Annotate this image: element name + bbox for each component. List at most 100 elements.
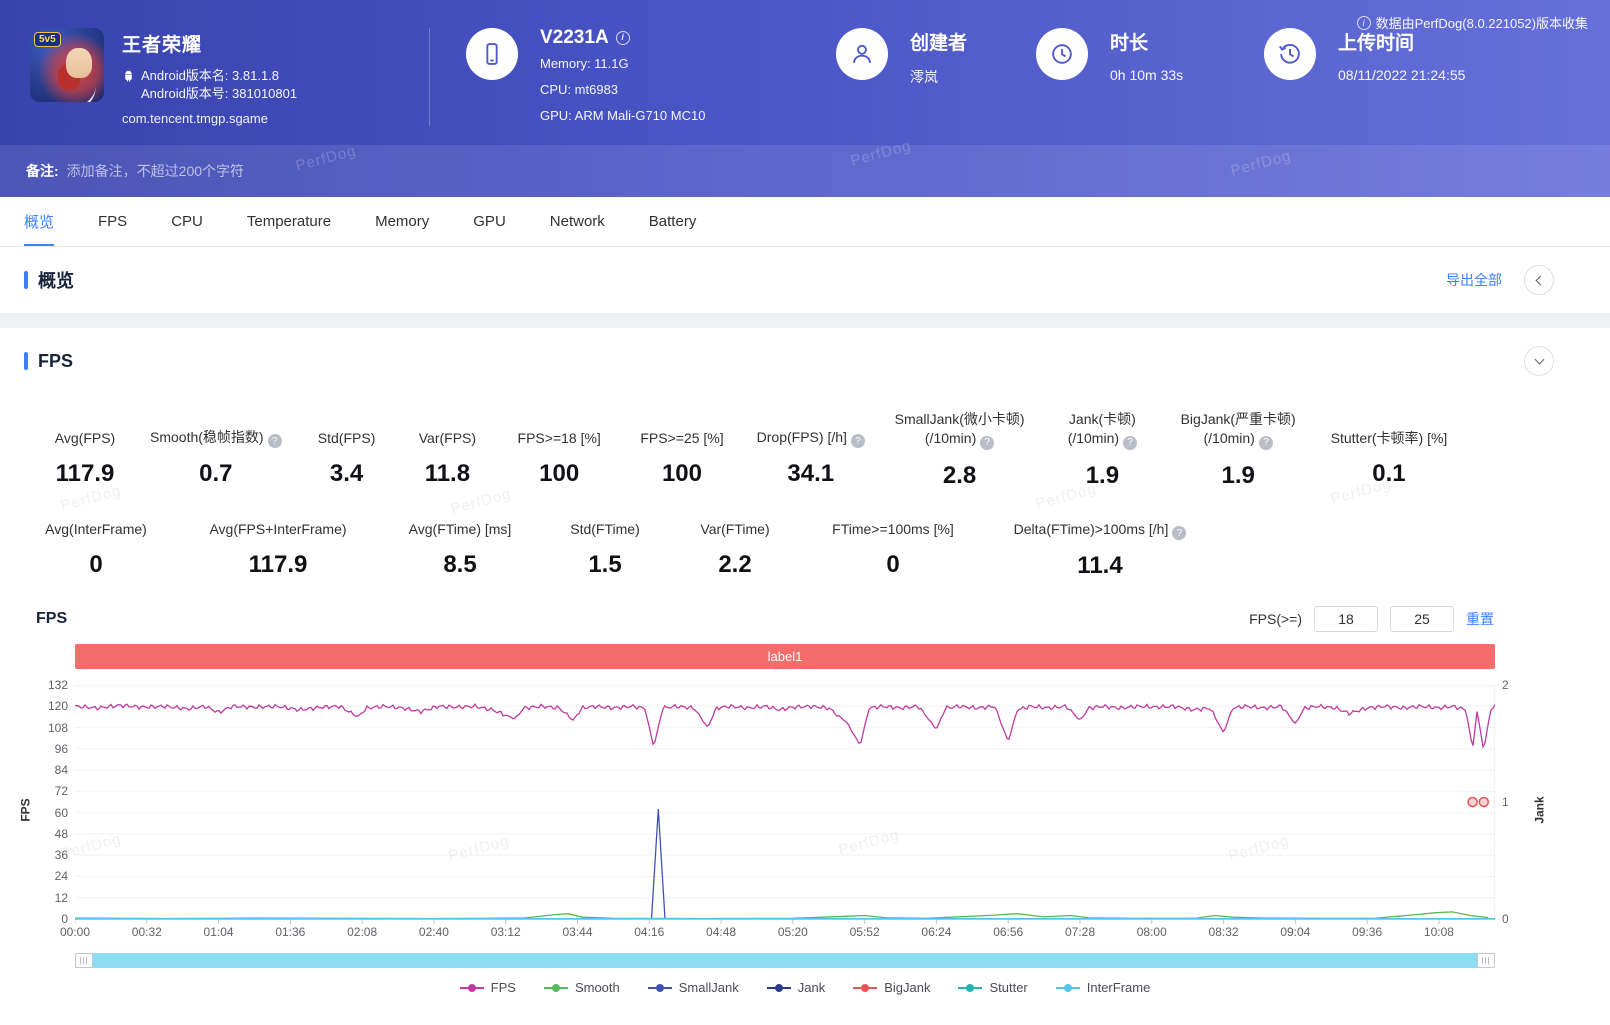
- remark-input[interactable]: 备注: 添加备注，不超过200个字符: [0, 145, 1610, 197]
- legend-label: InterFrame: [1087, 980, 1151, 995]
- game-icon-badge: 5v5: [34, 32, 61, 47]
- y-tick-left: 108: [28, 721, 68, 735]
- perfdog-report-page: i 数据由PerfDog(8.0.221052)版本收集 5v5 王者荣耀: [0, 0, 1610, 1025]
- person-icon: [836, 28, 888, 80]
- metric-var-fps: Var(FPS)11.8: [402, 410, 492, 490]
- metric-value: 0: [824, 551, 962, 579]
- metric-label: Std(FPS): [302, 410, 392, 448]
- tab-Network[interactable]: Network: [550, 197, 605, 246]
- game-icon: 5v5: [30, 28, 104, 102]
- tab-Battery[interactable]: Battery: [649, 197, 697, 246]
- x-tick-label: 01:04: [204, 925, 234, 939]
- metric-label: Avg(FPS): [40, 410, 130, 448]
- fps-metrics-row-1: Avg(FPS)117.9Smooth(稳帧指数)?0.7Std(FPS)3.4…: [0, 410, 1610, 490]
- metric-value: 3.4: [302, 460, 392, 488]
- legend-item-Jank[interactable]: Jank: [767, 980, 825, 995]
- device-block: V2231A i Memory: 11.1G CPU: mt6983 GPU: …: [466, 28, 796, 125]
- x-tick-label: 09:36: [1352, 925, 1382, 939]
- upload-block: 上传时间 08/11/2022 21:24:55: [1264, 28, 1554, 83]
- scrollbar-handle-right[interactable]: |||: [1477, 953, 1495, 968]
- metric-var-ftime: Var(FTime)2.2: [694, 520, 776, 581]
- metric-value: 0: [40, 551, 152, 579]
- y-tick-left: 84: [28, 763, 68, 777]
- metric-value: 11.4: [1010, 552, 1190, 580]
- help-icon[interactable]: ?: [268, 434, 282, 448]
- legend-item-InterFrame[interactable]: InterFrame: [1056, 980, 1151, 995]
- android-icon: [122, 69, 135, 103]
- chart-legend: FPS Smooth SmallJank Jank BigJank Stutter Inte…: [0, 980, 1610, 995]
- y-tick-left: 36: [28, 848, 68, 862]
- help-icon[interactable]: ?: [1123, 436, 1137, 450]
- fps-threshold-high-input[interactable]: [1390, 606, 1454, 632]
- metric-std-fps: Std(FPS) 3.4: [302, 410, 392, 490]
- tab-概览[interactable]: 概览: [24, 197, 54, 246]
- collapse-panel-button[interactable]: [1524, 265, 1554, 295]
- metric-drop-fps: Drop(FPS) [/h]?34.1: [749, 410, 873, 490]
- x-tick-label: 04:48: [706, 925, 736, 939]
- fps-metrics-row-2: Avg(InterFrame)0Avg(FPS+InterFrame)117.9…: [0, 520, 1610, 581]
- help-icon[interactable]: ?: [851, 434, 865, 448]
- legend-item-Stutter[interactable]: Stutter: [958, 980, 1027, 995]
- help-icon[interactable]: ?: [980, 436, 994, 450]
- game-block: 5v5 王者荣耀 Android版本名: 3.81.1.8 Android版本号…: [30, 28, 430, 126]
- x-tick-label: 00:00: [60, 925, 90, 939]
- reset-link[interactable]: 重置: [1466, 609, 1494, 629]
- game-info: 王者荣耀 Android版本名: 3.81.1.8 Android版本号: 38…: [122, 28, 297, 126]
- fps-collapse-button[interactable]: [1524, 346, 1554, 376]
- fps-threshold-low-input[interactable]: [1314, 606, 1378, 632]
- legend-item-SmallJank[interactable]: SmallJank: [648, 980, 739, 995]
- series-line-SmallJank: [652, 809, 666, 919]
- legend-label: Smooth: [575, 980, 620, 995]
- help-icon[interactable]: ?: [1172, 526, 1186, 540]
- metric-delta-ftime: Delta(FTime)>100ms [/h]?11.4: [1010, 520, 1190, 581]
- tab-FPS[interactable]: FPS: [98, 197, 127, 246]
- y-tick-right: 2: [1502, 678, 1509, 692]
- help-icon[interactable]: ?: [1259, 436, 1273, 450]
- info-icon: i: [1357, 16, 1371, 30]
- metric-value: 11.8: [402, 460, 492, 488]
- legend-label: Jank: [798, 980, 825, 995]
- title-accent-bar: [24, 271, 28, 289]
- y-tick-left: 72: [28, 784, 68, 798]
- watermark: PerfDog: [449, 485, 513, 517]
- x-tick-label: 09:04: [1280, 925, 1310, 939]
- legend-label: SmallJank: [679, 980, 739, 995]
- tab-Memory[interactable]: Memory: [375, 197, 429, 246]
- y-tick-left: 24: [28, 869, 68, 883]
- legend-marker: [544, 984, 568, 992]
- legend-item-FPS[interactable]: FPS: [460, 980, 516, 995]
- clock-icon: [1036, 28, 1088, 80]
- metric-value: 34.1: [749, 460, 873, 488]
- upload-label: 上传时间: [1338, 28, 1465, 55]
- export-all-link[interactable]: 导出全部: [1446, 270, 1502, 290]
- android-version-lines: Android版本名: 3.81.1.8 Android版本号: 3810108…: [141, 67, 297, 103]
- metric-value: 1.9: [1046, 462, 1158, 490]
- device-info-icon[interactable]: i: [616, 31, 630, 45]
- x-tick-label: 07:28: [1065, 925, 1095, 939]
- metric-label: Var(FTime): [694, 520, 776, 539]
- tab-Temperature[interactable]: Temperature: [247, 197, 331, 246]
- overview-title: 概览: [24, 267, 74, 293]
- y-tick-left: 96: [28, 742, 68, 756]
- x-tick-label: 01:36: [275, 925, 305, 939]
- tab-CPU[interactable]: CPU: [171, 197, 203, 246]
- metric-std-ftime: Std(FTime)1.5: [564, 520, 646, 581]
- fps-chart-plot[interactable]: [75, 685, 1495, 929]
- metric-label: Avg(FTime) [ms]: [404, 520, 516, 539]
- legend-item-BigJank[interactable]: BigJank: [853, 980, 930, 995]
- legend-item-Smooth[interactable]: Smooth: [544, 980, 620, 995]
- metric-value: 117.9: [200, 551, 356, 579]
- scrollbar-handle-left[interactable]: |||: [75, 953, 93, 968]
- device-cpu: CPU: mt6983: [540, 80, 705, 99]
- android-version-code: Android版本号: 381010801: [141, 86, 297, 101]
- chart-title: FPS: [36, 610, 67, 628]
- metric-label: BigJank(严重卡顿)(/10min)?: [1169, 410, 1307, 450]
- chart-scrollbar[interactable]: ||| |||: [75, 953, 1495, 968]
- metric-label: Avg(InterFrame): [40, 520, 152, 539]
- y-tick-left: 12: [28, 891, 68, 905]
- metric-avg-interframe: Avg(InterFrame) 0: [40, 520, 152, 581]
- tab-GPU[interactable]: GPU: [473, 197, 506, 246]
- x-tick-label: 04:16: [634, 925, 664, 939]
- history-clock-icon: [1264, 28, 1316, 80]
- overview-section-header: 概览 导出全部: [0, 247, 1610, 313]
